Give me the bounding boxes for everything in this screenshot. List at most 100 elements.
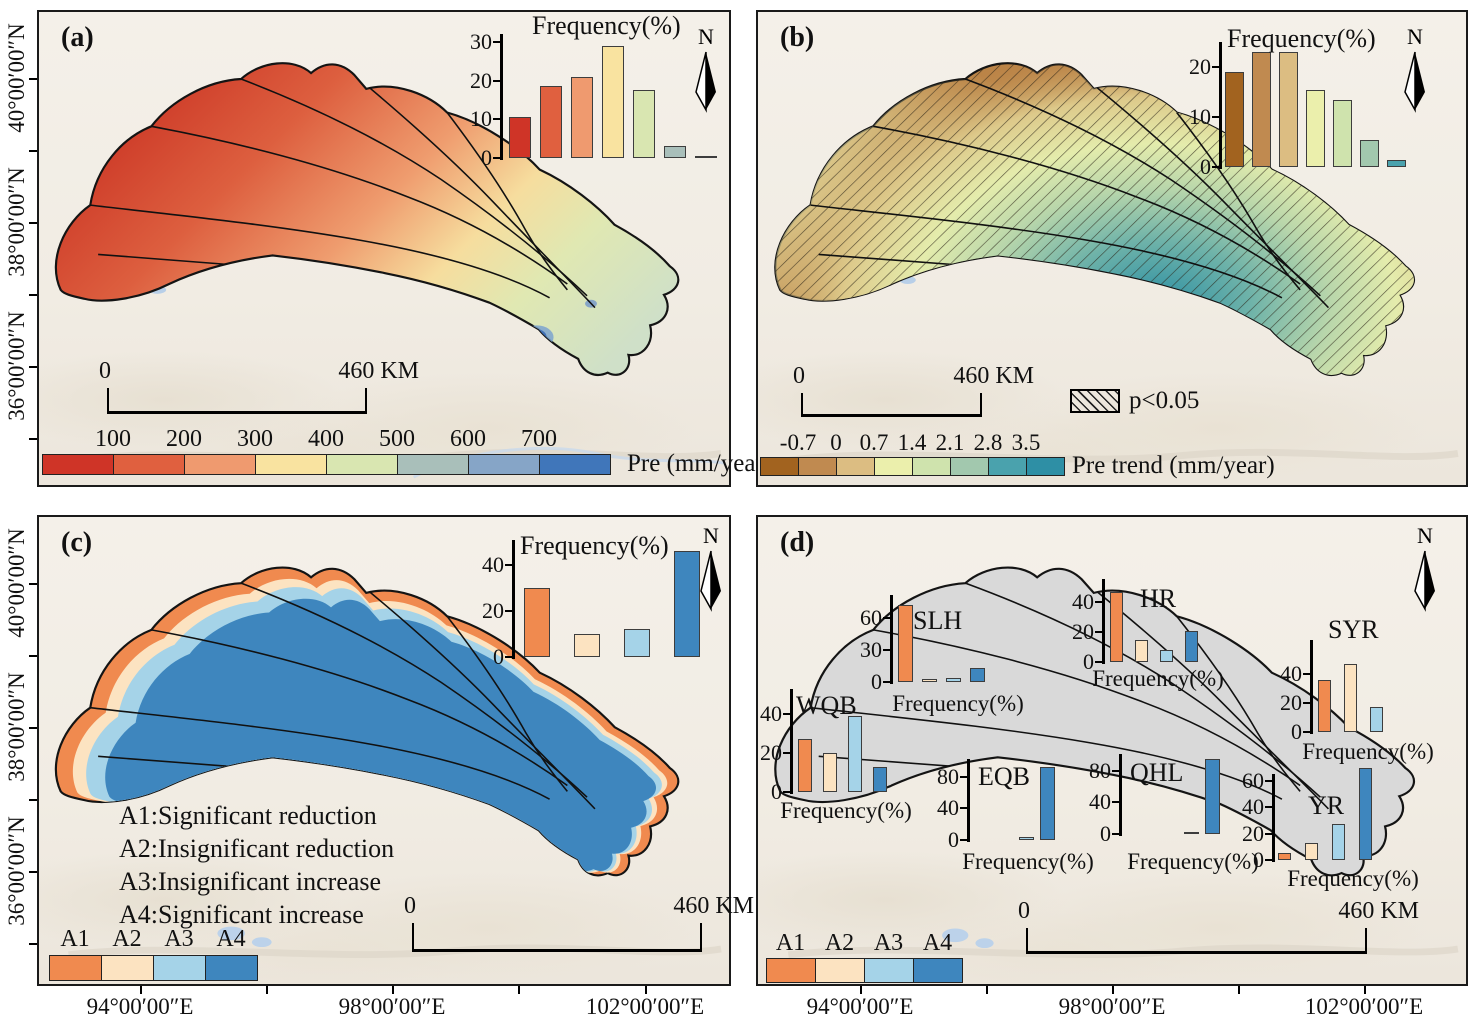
tick-label: 0 [771, 779, 782, 804]
scale-bar: 0 460 KM [793, 363, 1034, 417]
hatch-swatch [1070, 389, 1120, 413]
bar-A2 [922, 678, 937, 682]
colorbar-label: 100 [95, 426, 131, 452]
legend-swatch [864, 958, 914, 983]
qhl-frequency-chart: 0 40 80 QHL Frequency(%) [1089, 752, 1283, 882]
axis-tick [1265, 779, 1272, 782]
tick-label: 40 [482, 552, 504, 577]
tick-label: 40 [1089, 789, 1111, 815]
y-axis [500, 34, 503, 160]
axis-tick [1112, 833, 1119, 835]
bar-A3 [1160, 650, 1173, 662]
chart-ylabel: Frequency(%) [892, 691, 1024, 716]
lon-tick [1364, 986, 1366, 994]
panel-c-label: (c) [61, 527, 93, 558]
category-legend: A1 A2 A3 A4 [49, 926, 259, 983]
tick-label: 0 [1291, 719, 1302, 744]
bar-A1 [1278, 853, 1291, 860]
panel-d-label: (d) [780, 527, 815, 558]
bar-A2 [1135, 639, 1148, 662]
tick-label: 40 [1280, 661, 1302, 686]
bar-A2 [1305, 842, 1318, 860]
bar-200-300 [571, 76, 593, 158]
bar-A4 [674, 551, 700, 657]
axis-tick [783, 713, 790, 715]
colorbar-label: 400 [308, 426, 344, 452]
bar-A4 [1205, 758, 1220, 834]
axis-tick [1112, 801, 1119, 804]
north-label: N [1417, 525, 1433, 548]
bar-A4 [1359, 767, 1372, 860]
scale-end: 460 KM [338, 358, 419, 384]
tick-label: 20 [1072, 619, 1094, 644]
colorbar-precipitation: 100 200 300 400 500 600 700 [42, 426, 612, 476]
legend-swatch [101, 955, 154, 981]
axis-tick [1265, 832, 1272, 835]
tick-label: 40 [1242, 794, 1264, 820]
colorbar-label: -0.7 [779, 430, 817, 455]
north-arrow: N [1398, 24, 1432, 119]
legend-swatch [913, 958, 963, 983]
lat-label-38n-a: 38°00′00″N [4, 167, 29, 277]
axis-tick [493, 118, 500, 121]
axis-tick [1212, 116, 1219, 118]
colorbar-label: 3.5 [1011, 430, 1041, 455]
colorbar-label: 500 [379, 426, 415, 452]
region-label: HR [1140, 584, 1177, 613]
axis-tick [883, 681, 890, 683]
lon-tick [860, 986, 862, 994]
colorbar-trend: -0.7 0 0.7 1.4 2.1 2.8 3.5 [760, 430, 1066, 477]
lat-label-40n-c: 40°00′00″N [4, 528, 29, 638]
north-arrow: N [1408, 523, 1442, 618]
bar-A2 [823, 753, 837, 792]
colorbar-title: Pre trend (mm/year) [1072, 452, 1275, 479]
note-a3: A3:Insignificant increase [119, 867, 382, 896]
note-a2: A2:Insignificant reduction [119, 834, 395, 863]
lon-label-94e-c: 94°00′00″E [86, 994, 194, 1019]
significance-legend: p<0.05 [1070, 387, 1199, 415]
category-legend: A1 A2 A3 A4 [766, 930, 966, 985]
yr-frequency-chart: 0 20 40 60 YR Frequency(%) [1242, 767, 1448, 897]
bar-A1 [524, 588, 550, 657]
panel-b-label: (b) [780, 22, 815, 53]
tick-label: 10 [1189, 104, 1211, 129]
scale-bar: 0 460 KM [1018, 898, 1419, 954]
lon-tick [1112, 986, 1114, 994]
y-axis [1119, 754, 1122, 836]
slh-frequency-chart: 0 30 60 SLH Frequency(%) [843, 592, 1073, 717]
note-a4: A4:Significant increase [119, 900, 364, 929]
legend-swatch [815, 958, 865, 983]
bar-400-500 [633, 90, 655, 158]
tick-label: 30 [470, 28, 492, 54]
y-axis [1310, 640, 1313, 734]
lat-tick [29, 943, 37, 945]
scale-bracket [107, 388, 367, 414]
bar-A3 [1019, 836, 1034, 840]
bar-A3 [1370, 707, 1383, 732]
axis-tick [1095, 631, 1102, 633]
axis-tick [1112, 769, 1119, 772]
panel-b-frequency-chart: 0 10 20 Frequency(%) [1189, 17, 1468, 185]
north-label: N [703, 525, 719, 548]
lat-tick [29, 727, 37, 729]
axis-tick [883, 616, 890, 619]
axis-tick [1303, 673, 1310, 675]
colorbar-label: 600 [450, 426, 486, 452]
hr-frequency-chart: 0 20 40 HR Frequency(%) [1058, 577, 1258, 692]
scale-zero: 0 [1018, 898, 1030, 924]
chart-ylabel: Frequency(%) [962, 849, 1094, 874]
tick-label: 20 [1242, 820, 1264, 846]
region-label: WQB [796, 691, 857, 720]
lon-label-102e-c: 102°00′00″E [585, 994, 705, 1019]
bar-A1 [898, 604, 913, 682]
lat-tick [29, 799, 37, 801]
legend-label: A1 [60, 926, 90, 952]
bar-0-0.7 [1279, 52, 1298, 167]
colorbar-label: 300 [237, 426, 273, 452]
lat-label-40n-a: 40°00′00″N [4, 23, 29, 133]
lat-tick [29, 366, 37, 368]
hatch-label: p<0.05 [1129, 387, 1200, 414]
lat-tick [29, 871, 37, 873]
tick-label: 0 [1083, 649, 1094, 674]
colorbar-label: 200 [166, 426, 202, 452]
